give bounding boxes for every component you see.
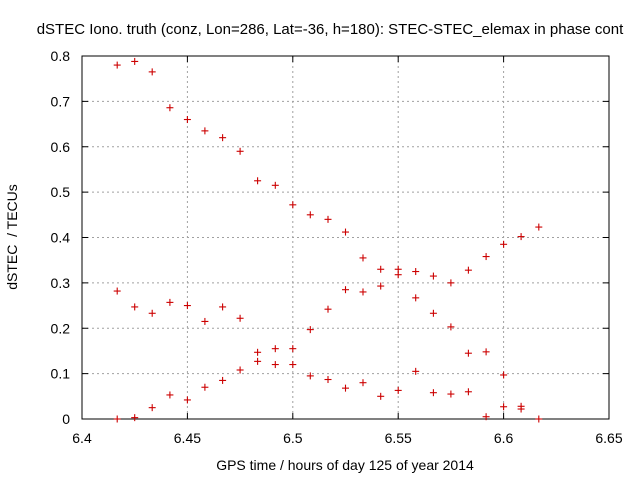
plot-frame xyxy=(81,55,610,420)
data-point xyxy=(377,282,385,290)
y-tick-label: 0.4 xyxy=(51,230,71,246)
data-point xyxy=(482,348,490,356)
data-point xyxy=(289,201,297,209)
data-point xyxy=(113,61,121,69)
data-point xyxy=(148,68,156,76)
data-point xyxy=(166,298,174,306)
data-point xyxy=(464,349,472,357)
data-point xyxy=(377,265,385,273)
x-tick-label: 6.65 xyxy=(595,430,622,446)
data-point xyxy=(429,272,437,280)
data-point xyxy=(289,345,297,353)
data-point xyxy=(201,127,209,135)
data-point xyxy=(236,147,244,155)
axis-ticks xyxy=(81,55,610,420)
x-tick-label: 6.5 xyxy=(283,430,303,446)
data-point xyxy=(324,376,332,384)
data-point xyxy=(219,376,227,384)
data-point xyxy=(306,372,314,380)
data-point xyxy=(254,177,262,185)
data-point xyxy=(500,371,508,379)
data-point xyxy=(271,345,279,353)
data-point xyxy=(394,271,402,279)
y-axis-label: dSTEC / TECUs xyxy=(4,184,20,290)
data-point xyxy=(254,348,262,356)
y-tick-label: 0.3 xyxy=(51,275,71,291)
data-point xyxy=(429,309,437,317)
data-point xyxy=(429,389,437,397)
data-point xyxy=(412,294,420,302)
data-point xyxy=(131,303,139,311)
data-point xyxy=(500,240,508,248)
data-point xyxy=(236,314,244,322)
data-point xyxy=(359,254,367,262)
data-point xyxy=(482,413,490,421)
data-point xyxy=(306,326,314,334)
x-tick-label: 6.4 xyxy=(72,430,92,446)
data-point xyxy=(113,287,121,295)
data-point xyxy=(131,414,139,422)
y-tick-label: 0 xyxy=(62,411,70,427)
data-point xyxy=(394,386,402,394)
y-tick-label: 0.6 xyxy=(51,139,71,155)
data-point xyxy=(183,396,191,404)
grid-lines xyxy=(82,56,609,419)
data-point xyxy=(183,116,191,124)
y-tick-label: 0.5 xyxy=(51,184,71,200)
data-point xyxy=(324,215,332,223)
data-point xyxy=(464,266,472,274)
x-tick-label: 6.6 xyxy=(494,430,514,446)
data-point xyxy=(342,228,349,236)
data-point xyxy=(377,392,385,400)
data-points xyxy=(113,57,543,423)
data-point xyxy=(342,384,349,392)
data-point xyxy=(166,391,174,399)
data-point xyxy=(464,388,472,396)
x-tick-labels: 6.4 6.45 6.5 6.55 6.6 6.65 xyxy=(72,430,623,446)
data-point xyxy=(482,253,490,261)
data-point xyxy=(148,309,156,317)
x-tick-label: 6.55 xyxy=(385,430,412,446)
data-point xyxy=(289,361,297,369)
data-point xyxy=(342,286,349,294)
data-point xyxy=(306,211,314,219)
y-tick-label: 0.7 xyxy=(51,93,71,109)
data-point xyxy=(359,379,367,387)
chart-title: dSTEC Iono. truth (conz, Lon=286, Lat=-3… xyxy=(37,21,624,38)
data-point xyxy=(166,104,174,112)
y-tick-label: 0.8 xyxy=(51,48,71,64)
data-point xyxy=(359,288,367,296)
data-point xyxy=(447,323,455,331)
data-point xyxy=(412,268,420,276)
data-point xyxy=(535,223,543,231)
data-point xyxy=(113,415,121,423)
y-tick-label: 0.2 xyxy=(51,320,71,336)
data-point xyxy=(148,404,156,412)
data-point xyxy=(271,181,279,189)
data-point xyxy=(219,303,227,311)
data-point xyxy=(254,357,262,365)
data-point xyxy=(517,233,525,241)
data-point xyxy=(500,403,508,411)
data-point xyxy=(535,415,543,423)
y-tick-labels: 0 0.1 0.2 0.3 0.4 0.5 0.6 0.7 0.8 xyxy=(51,48,71,427)
data-point xyxy=(201,317,209,325)
data-point xyxy=(183,302,191,310)
data-point xyxy=(219,134,227,142)
data-point xyxy=(324,305,332,313)
data-point xyxy=(271,361,279,369)
data-point xyxy=(201,383,209,391)
data-point xyxy=(517,405,525,413)
data-point xyxy=(412,367,420,375)
data-point xyxy=(447,390,455,398)
data-point xyxy=(236,366,244,374)
data-point xyxy=(447,279,455,287)
data-point xyxy=(131,57,139,65)
x-tick-label: 6.45 xyxy=(174,430,201,446)
y-tick-label: 0.1 xyxy=(51,366,71,382)
x-axis-label: GPS time / hours of day 125 of year 2014 xyxy=(216,457,474,473)
